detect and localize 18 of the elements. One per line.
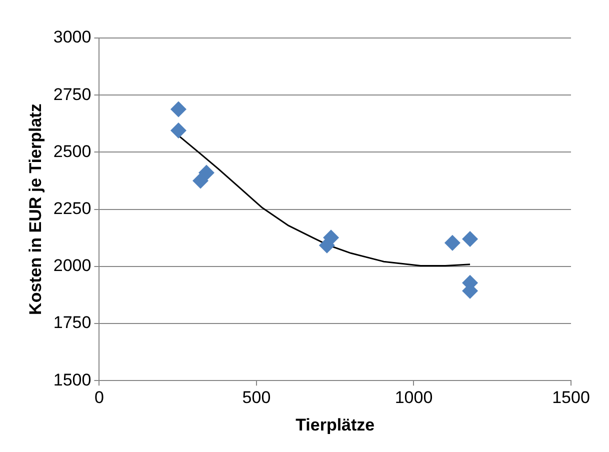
x-tick-label: 0 bbox=[94, 388, 104, 407]
y-tick-label: 2000 bbox=[53, 256, 92, 276]
x-tick-label: 500 bbox=[242, 388, 271, 407]
y-tick-label: 2500 bbox=[53, 142, 92, 161]
y-axis-title: Kosten in EUR je Tierplatz bbox=[26, 104, 45, 315]
x-axis-title: Tierplätze bbox=[296, 415, 375, 434]
y-tick-label: 2250 bbox=[53, 198, 92, 218]
y-tick-label: 2750 bbox=[53, 84, 92, 104]
point bbox=[198, 164, 214, 181]
y-tick-label: 3000 bbox=[53, 28, 92, 47]
x-tick-label: 1000 bbox=[394, 388, 433, 407]
point bbox=[462, 230, 478, 247]
y-tick-label: 1750 bbox=[53, 313, 92, 332]
x-tick-label: 1500 bbox=[552, 388, 590, 407]
y-tick-label: 1500 bbox=[53, 370, 92, 390]
point bbox=[170, 122, 186, 138]
point bbox=[170, 101, 186, 118]
point bbox=[444, 234, 460, 251]
